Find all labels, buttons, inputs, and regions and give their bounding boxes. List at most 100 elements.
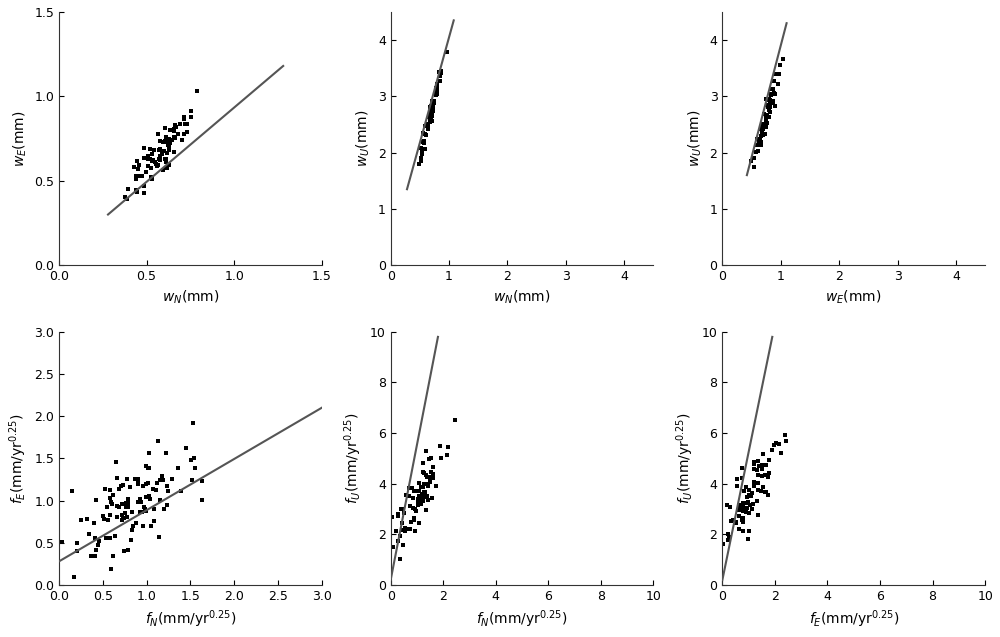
Point: [414, 145, 430, 155]
Point: [149, 161, 165, 171]
Point: [424, 101, 440, 111]
Point: [152, 136, 168, 146]
Point: [120, 494, 136, 504]
Point: [88, 545, 104, 555]
Point: [734, 515, 750, 526]
Point: [748, 147, 764, 157]
Point: [765, 97, 781, 108]
Point: [114, 510, 130, 520]
Point: [413, 156, 429, 166]
Point: [105, 551, 121, 561]
Point: [132, 506, 148, 517]
Point: [132, 171, 148, 182]
Point: [128, 518, 144, 528]
Y-axis label: $f_U$(mm/yr$^{0.25}$): $f_U$(mm/yr$^{0.25}$): [343, 413, 364, 504]
Point: [86, 518, 102, 528]
Point: [734, 504, 750, 514]
Point: [423, 104, 439, 114]
Point: [734, 473, 750, 483]
Point: [95, 510, 111, 520]
Point: [410, 499, 426, 509]
Point: [129, 155, 145, 166]
Point: [418, 505, 434, 515]
Point: [390, 536, 406, 547]
Point: [158, 154, 174, 164]
Point: [778, 436, 794, 447]
Point: [64, 486, 80, 496]
Point: [134, 171, 150, 181]
Point: [762, 103, 778, 113]
Point: [428, 90, 444, 100]
Point: [119, 474, 135, 484]
Point: [761, 112, 777, 122]
Point: [420, 478, 436, 489]
Point: [760, 472, 776, 482]
Point: [746, 457, 762, 467]
Point: [100, 515, 116, 525]
Point: [735, 505, 751, 515]
Point: [728, 517, 744, 527]
Point: [152, 475, 168, 485]
Point: [140, 161, 156, 171]
Point: [754, 120, 770, 131]
Point: [102, 493, 118, 503]
Point: [161, 145, 177, 155]
Point: [423, 109, 439, 119]
Point: [773, 448, 789, 459]
Point: [395, 525, 411, 535]
Point: [757, 129, 773, 139]
Point: [741, 490, 757, 501]
Point: [134, 507, 150, 517]
Y-axis label: $w_U$(mm): $w_U$(mm): [355, 110, 372, 168]
Point: [758, 112, 774, 122]
Point: [757, 470, 773, 480]
Point: [750, 469, 766, 480]
Point: [755, 120, 771, 131]
Point: [81, 529, 97, 539]
Point: [411, 495, 427, 505]
Point: [416, 487, 432, 497]
Point: [159, 500, 175, 510]
Point: [425, 103, 441, 113]
Point: [417, 144, 433, 154]
Point: [755, 482, 771, 492]
Point: [90, 540, 106, 550]
Point: [766, 440, 782, 450]
Point: [754, 124, 770, 134]
Point: [159, 162, 175, 173]
Point: [116, 546, 132, 556]
Point: [760, 95, 776, 105]
Point: [69, 538, 85, 548]
Point: [98, 533, 114, 543]
Point: [410, 501, 426, 511]
Point: [108, 457, 124, 467]
Point: [120, 502, 136, 512]
Point: [159, 481, 175, 491]
Point: [758, 117, 774, 127]
Point: [116, 513, 132, 524]
Point: [189, 86, 205, 96]
Point: [411, 490, 427, 501]
Point: [173, 486, 189, 496]
Point: [424, 109, 440, 119]
Point: [424, 493, 440, 503]
Point: [422, 117, 438, 127]
Point: [754, 122, 770, 132]
Point: [414, 149, 430, 159]
Point: [157, 123, 173, 133]
Point: [429, 85, 445, 95]
Point: [425, 99, 441, 109]
Point: [403, 517, 419, 527]
Point: [131, 160, 147, 170]
Point: [416, 138, 432, 148]
Point: [738, 482, 754, 492]
Point: [753, 485, 769, 496]
Point: [115, 480, 131, 490]
Point: [772, 60, 788, 70]
Point: [401, 524, 417, 534]
Point: [115, 513, 131, 523]
Point: [766, 87, 782, 97]
Point: [741, 526, 757, 536]
Point: [725, 515, 741, 525]
Point: [721, 531, 737, 541]
